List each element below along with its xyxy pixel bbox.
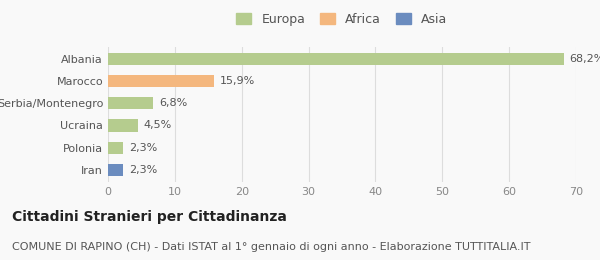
Text: 15,9%: 15,9% xyxy=(220,76,255,86)
Legend: Europa, Africa, Asia: Europa, Africa, Asia xyxy=(233,9,451,29)
Bar xyxy=(108,141,124,154)
Text: 6,8%: 6,8% xyxy=(159,98,187,108)
Bar xyxy=(108,75,214,87)
Text: 2,3%: 2,3% xyxy=(129,143,157,153)
Text: COMUNE DI RAPINO (CH) - Dati ISTAT al 1° gennaio di ogni anno - Elaborazione TUT: COMUNE DI RAPINO (CH) - Dati ISTAT al 1°… xyxy=(12,242,530,252)
Text: Cittadini Stranieri per Cittadinanza: Cittadini Stranieri per Cittadinanza xyxy=(12,210,287,224)
Text: 2,3%: 2,3% xyxy=(129,165,157,175)
Bar xyxy=(108,97,154,109)
Bar xyxy=(108,119,138,132)
Bar xyxy=(108,164,124,176)
Bar xyxy=(108,53,564,65)
Text: 4,5%: 4,5% xyxy=(143,120,172,131)
Text: 68,2%: 68,2% xyxy=(569,54,600,64)
